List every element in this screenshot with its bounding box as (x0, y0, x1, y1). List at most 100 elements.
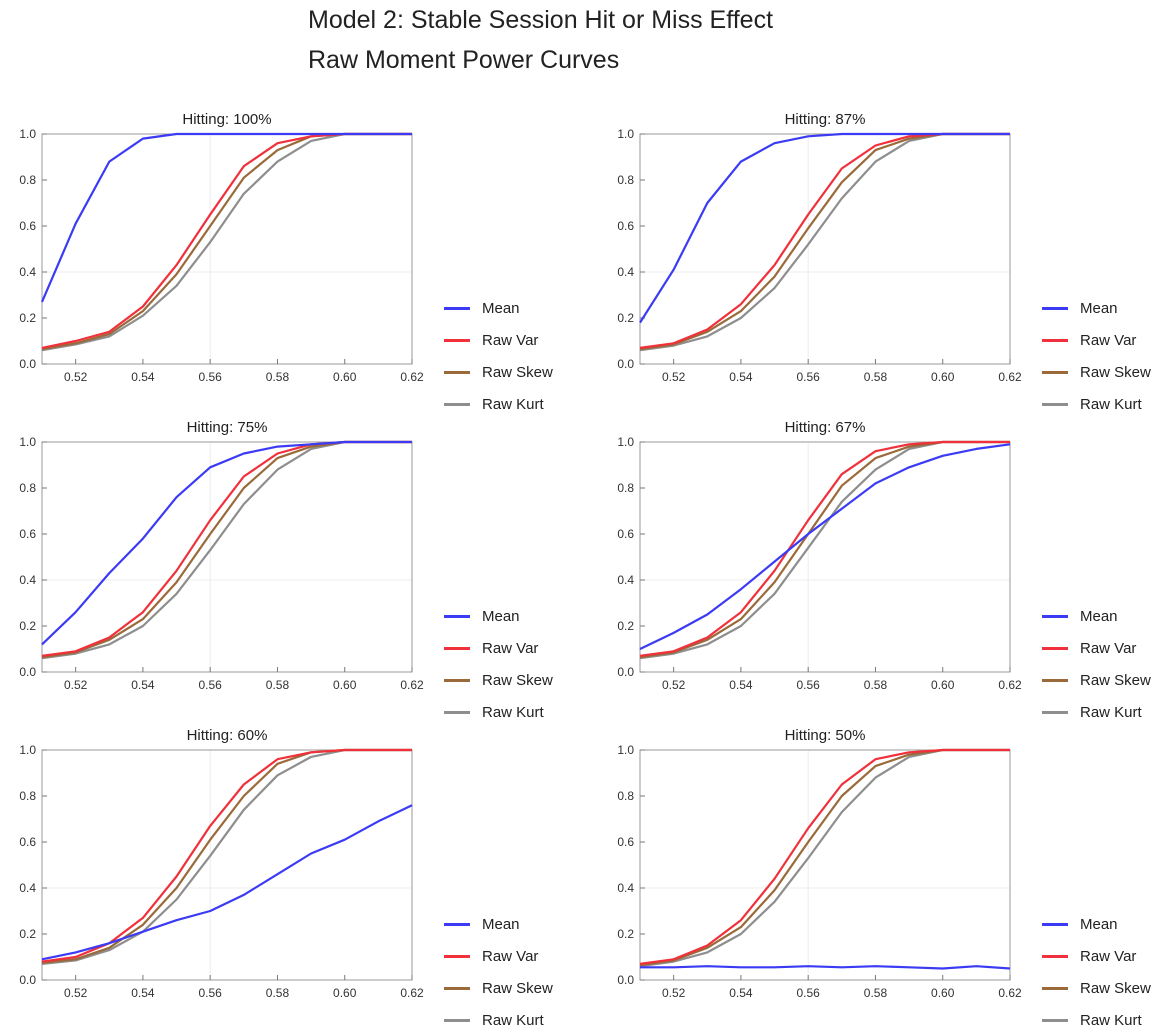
y-tick-label: 0.6 (617, 527, 634, 541)
legend-label: Raw Var (1080, 947, 1137, 965)
y-tick-label: 1.0 (617, 743, 634, 757)
y-tick-label: 0.8 (617, 789, 634, 803)
series-line-raw-var (639, 440, 1010, 657)
x-tick-label: 0.62 (400, 370, 424, 384)
y-tick-label: 0.6 (19, 835, 36, 849)
legend-swatch (1042, 678, 1068, 682)
y-tick-label: 0.0 (19, 357, 36, 371)
legend-item: Raw Kurt (444, 696, 553, 728)
legend: Mean Raw Var Raw Skew Raw Kurt (444, 600, 553, 728)
legend-item: Raw Var (444, 324, 553, 356)
legend-swatch (444, 614, 470, 618)
legend-item: Raw Var (1042, 632, 1151, 664)
legend-swatch (1042, 1018, 1068, 1022)
chart-panel: Hitting: 87% 0.0 0.2 0.4 0.6 0.8 1.0 0.52 0.54 0.… (598, 104, 1173, 413)
plot-frame (639, 749, 1011, 981)
x-tick-label: 0.52 (64, 986, 88, 1000)
legend-label: Raw Var (1080, 639, 1137, 657)
y-tick-label: 0.8 (617, 481, 634, 495)
x-tick-label: 0.62 (998, 986, 1022, 1000)
legend-swatch (444, 922, 470, 926)
y-tick-label: 0.8 (19, 173, 36, 187)
chart-svg: Hitting: 100% 0.0 0.2 0.4 0.6 0.8 1.0 0.52 0.54 0… (19, 111, 424, 384)
series-line-raw-skew (639, 132, 1010, 351)
legend-item: Raw Skew (1042, 356, 1151, 388)
legend-label: Raw Kurt (1080, 703, 1142, 721)
legend-label: Mean (1080, 299, 1118, 317)
legend-label: Mean (1080, 607, 1118, 625)
y-tick-label: 0.2 (19, 311, 36, 325)
x-tick-label: 0.54 (729, 370, 753, 384)
legend-label: Raw Var (482, 639, 539, 657)
legend: Mean Raw Var Raw Skew Raw Kurt (1042, 292, 1151, 420)
x-tick-label: 0.52 (64, 370, 88, 384)
x-tick-label: 0.62 (998, 678, 1022, 692)
chart-title: Hitting: 50% (785, 727, 866, 744)
legend-item: Raw Var (444, 632, 553, 664)
chart-svg: Hitting: 60% 0.0 0.2 0.4 0.6 0.8 1.0 0.52 0.54 0.… (19, 727, 424, 1000)
y-tick-label: 0.8 (617, 173, 634, 187)
legend-swatch (444, 338, 470, 342)
y-tick-label: 0.8 (19, 481, 36, 495)
legend-label: Raw Skew (482, 979, 553, 997)
x-tick-label: 0.58 (266, 678, 290, 692)
legend-item: Raw Kurt (1042, 1004, 1151, 1036)
legend-swatch (1042, 922, 1068, 926)
legend-label: Mean (482, 299, 520, 317)
x-tick-label: 0.52 (662, 986, 686, 1000)
x-tick-label: 0.56 (199, 678, 223, 692)
chart-panel: Hitting: 67% 0.0 0.2 0.4 0.6 0.8 1.0 0.52 0.54 0.… (598, 412, 1173, 721)
legend-label: Raw Kurt (1080, 395, 1142, 413)
plot-frame (41, 133, 413, 365)
chart-title: Hitting: 75% (187, 419, 268, 436)
legend-item: Raw Skew (444, 664, 553, 696)
legend: Mean Raw Var Raw Skew Raw Kurt (1042, 908, 1151, 1036)
x-tick-label: 0.56 (199, 370, 223, 384)
legend-label: Raw Skew (1080, 979, 1151, 997)
y-tick-label: 0.6 (19, 219, 36, 233)
series-line-mean (41, 804, 413, 961)
legend-swatch (1042, 986, 1068, 990)
y-tick-label: 0.8 (19, 789, 36, 803)
y-tick-label: 1.0 (19, 743, 36, 757)
legend-item: Mean (444, 292, 553, 324)
legend-item: Raw Skew (1042, 972, 1151, 1004)
series-line-raw-skew (639, 748, 1010, 967)
legend-item: Raw Skew (444, 356, 553, 388)
legend-item: Raw Kurt (444, 1004, 553, 1036)
x-tick-label: 0.60 (333, 370, 357, 384)
x-tick-label: 0.56 (797, 678, 821, 692)
x-tick-label: 0.58 (266, 370, 290, 384)
legend-item: Mean (1042, 292, 1151, 324)
legend-swatch (1042, 370, 1068, 374)
series-line-raw-skew (41, 748, 412, 964)
series-line-raw-kurt (639, 748, 1010, 968)
chart-panel: Hitting: 100% 0.0 0.2 0.4 0.6 0.8 1.0 0.52 0.54 0… (0, 104, 586, 413)
x-tick-label: 0.60 (931, 370, 955, 384)
legend: Mean Raw Var Raw Skew Raw Kurt (444, 292, 553, 420)
y-tick-label: 0.0 (617, 973, 634, 987)
series-line-raw-skew (639, 440, 1010, 659)
legend-label: Raw Kurt (1080, 1011, 1142, 1029)
x-tick-label: 0.60 (931, 678, 955, 692)
legend-label: Raw Skew (482, 363, 553, 381)
series-line-raw-var (639, 748, 1010, 965)
legend: Mean Raw Var Raw Skew Raw Kurt (444, 908, 553, 1036)
series-line-raw-skew (41, 440, 412, 659)
legend-item: Mean (1042, 908, 1151, 940)
legend-label: Raw Var (1080, 331, 1137, 349)
legend-item: Raw Kurt (1042, 696, 1151, 728)
legend-swatch (444, 954, 470, 958)
legend-swatch (444, 1018, 470, 1022)
y-tick-label: 0.2 (617, 619, 634, 633)
legend-item: Mean (1042, 600, 1151, 632)
x-tick-label: 0.52 (64, 678, 88, 692)
y-tick-label: 1.0 (19, 127, 36, 141)
chart-panel: Hitting: 75% 0.0 0.2 0.4 0.6 0.8 1.0 0.52 0.54 0.… (0, 412, 586, 721)
x-tick-label: 0.58 (266, 986, 290, 1000)
legend-swatch (1042, 402, 1068, 406)
legend-swatch (1042, 954, 1068, 958)
legend-label: Mean (1080, 915, 1118, 933)
x-tick-label: 0.56 (797, 370, 821, 384)
series-line-raw-var (639, 132, 1010, 349)
